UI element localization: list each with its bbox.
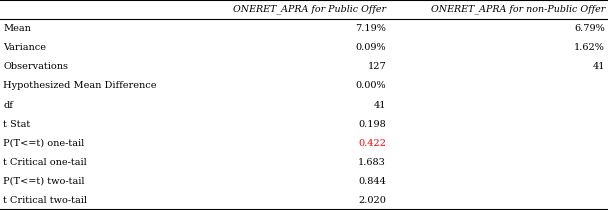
Text: 0.422: 0.422: [358, 139, 386, 148]
Text: 41: 41: [373, 101, 386, 109]
Text: 1.683: 1.683: [358, 158, 386, 167]
Text: df: df: [3, 101, 13, 109]
Text: t Critical one-tail: t Critical one-tail: [3, 158, 87, 167]
Text: t Stat: t Stat: [3, 119, 30, 129]
Text: Variance: Variance: [3, 43, 46, 52]
Text: Mean: Mean: [3, 24, 31, 33]
Text: t Critical two-tail: t Critical two-tail: [3, 196, 87, 205]
Text: 0.00%: 0.00%: [356, 81, 386, 91]
Text: 0.09%: 0.09%: [356, 43, 386, 52]
Text: ONERET_APRA for Public Offer: ONERET_APRA for Public Offer: [233, 5, 386, 14]
Text: ONERET_APRA for non-Public Offer: ONERET_APRA for non-Public Offer: [430, 5, 605, 14]
Text: 1.62%: 1.62%: [574, 43, 605, 52]
Text: 41: 41: [592, 62, 605, 71]
Text: Observations: Observations: [3, 62, 68, 71]
Text: 127: 127: [367, 62, 386, 71]
Text: 7.19%: 7.19%: [355, 24, 386, 33]
Text: 0.198: 0.198: [358, 119, 386, 129]
Text: 6.79%: 6.79%: [574, 24, 605, 33]
Text: Hypothesized Mean Difference: Hypothesized Mean Difference: [3, 81, 156, 91]
Text: P(T<=t) two-tail: P(T<=t) two-tail: [3, 177, 85, 186]
Text: 2.020: 2.020: [358, 196, 386, 205]
Text: 0.844: 0.844: [358, 177, 386, 186]
Text: P(T<=t) one-tail: P(T<=t) one-tail: [3, 139, 85, 148]
